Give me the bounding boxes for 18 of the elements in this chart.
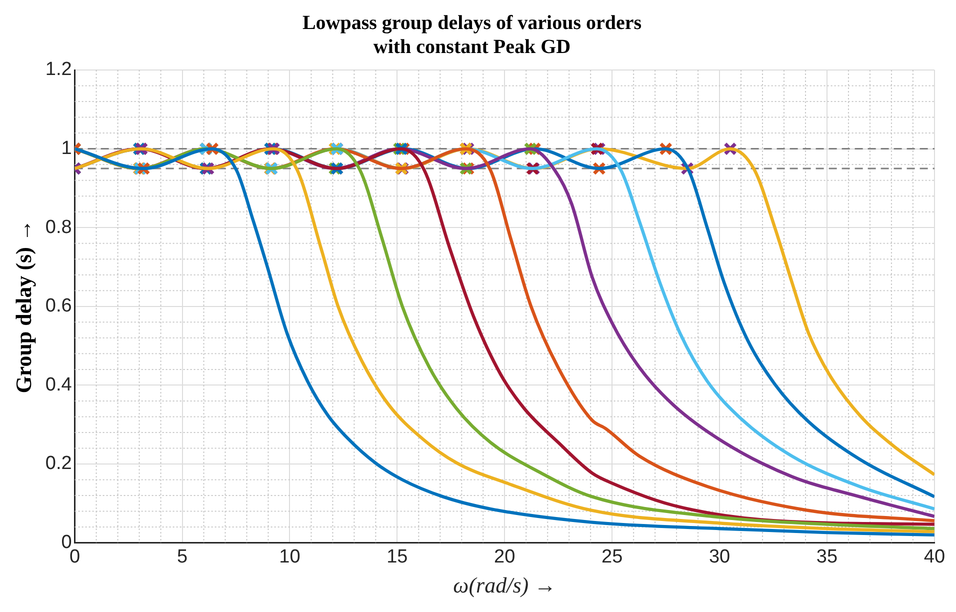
x-tick-label: 40	[924, 546, 946, 568]
y-tick-label: 1	[61, 138, 72, 160]
y-tick-label: 1.2	[45, 59, 72, 80]
x-tick-label: 20	[494, 546, 516, 568]
y-tick-label: 0.2	[45, 453, 72, 474]
x-tick-label: 15	[386, 546, 408, 568]
x-tick-label: 35	[816, 546, 838, 568]
x-axis-title: ω(rad/s) →	[453, 572, 556, 598]
y-axis-title: Group delay (s) →	[10, 220, 36, 394]
chart-title: Lowpass group delays of various orders with constant Peak GD	[302, 12, 642, 58]
y-tick-label: 0.4	[45, 374, 72, 396]
y-tick-label: 0.6	[45, 296, 72, 317]
x-tick-label: 30	[708, 546, 730, 568]
y-tick-label: 0.8	[45, 216, 72, 238]
x-tick-label: 5	[176, 546, 188, 568]
x-tick-label: 25	[602, 546, 623, 568]
y-tick-label: 0	[61, 532, 72, 554]
x-tick-label: 10	[279, 546, 300, 568]
